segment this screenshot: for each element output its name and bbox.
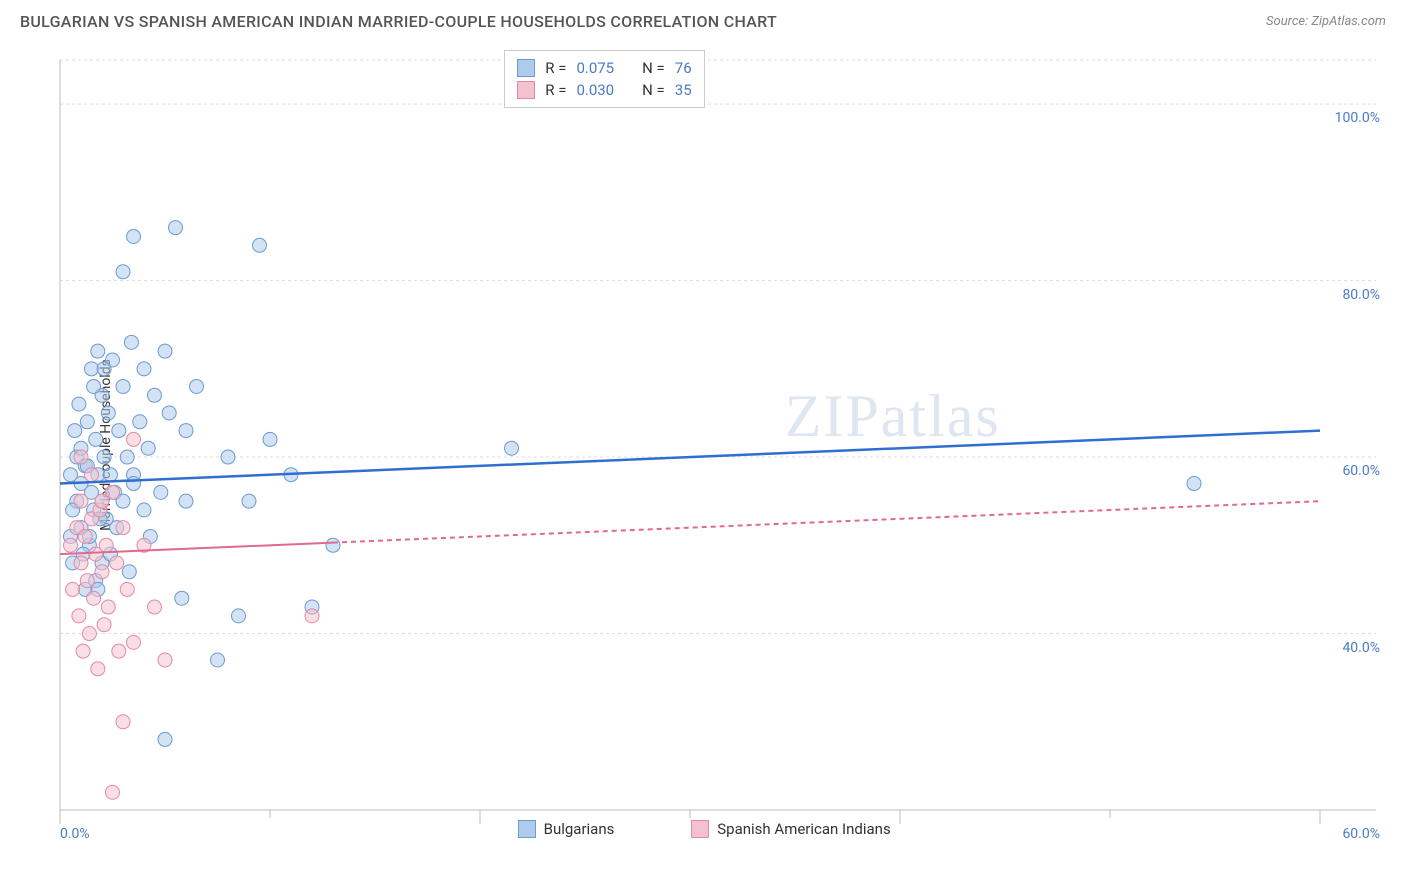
legend-swatch bbox=[518, 820, 536, 838]
x-tick-label: 60.0% bbox=[1342, 826, 1380, 842]
stat-n-value: 35 bbox=[675, 81, 692, 99]
series-legend-label: Bulgarians bbox=[544, 820, 615, 838]
chart-title: BULGARIAN VS SPANISH AMERICAN INDIAN MAR… bbox=[20, 12, 777, 31]
scatter-plot bbox=[50, 50, 1386, 840]
y-tick-label: 80.0% bbox=[1342, 287, 1380, 303]
stat-legend-row: R = 0.030 N = 35 bbox=[517, 79, 691, 101]
stat-r-label: R = bbox=[545, 59, 566, 77]
y-tick-label: 40.0% bbox=[1342, 640, 1380, 656]
series-legend-label: Spanish American Indians bbox=[717, 820, 890, 838]
stat-n-label: N = bbox=[642, 59, 665, 77]
stat-r-label: R = bbox=[545, 81, 566, 99]
source-credit: Source: ZipAtlas.com bbox=[1266, 14, 1386, 29]
legend-swatch bbox=[517, 59, 535, 77]
legend-swatch bbox=[517, 81, 535, 99]
stat-n-label: N = bbox=[642, 81, 665, 99]
stat-r-value: 0.030 bbox=[576, 81, 614, 99]
x-tick-label: 0.0% bbox=[60, 826, 90, 842]
chart-container: Married-couple Households ZIPatlas R =0.… bbox=[50, 50, 1386, 840]
series-legend-item: Bulgarians bbox=[518, 820, 615, 838]
stat-legend-row: R = 0.075 N = 76 bbox=[517, 57, 691, 79]
legend-swatch bbox=[691, 820, 709, 838]
series-legend-item: Spanish American Indians bbox=[691, 820, 890, 838]
y-tick-label: 60.0% bbox=[1342, 463, 1380, 479]
stat-r-value: 0.075 bbox=[576, 59, 614, 77]
y-tick-label: 100.0% bbox=[1335, 110, 1380, 126]
stat-n-value: 76 bbox=[675, 59, 692, 77]
stats-legend: R = 0.075 N = 76 R = 0.030 N = 35 bbox=[504, 50, 704, 108]
